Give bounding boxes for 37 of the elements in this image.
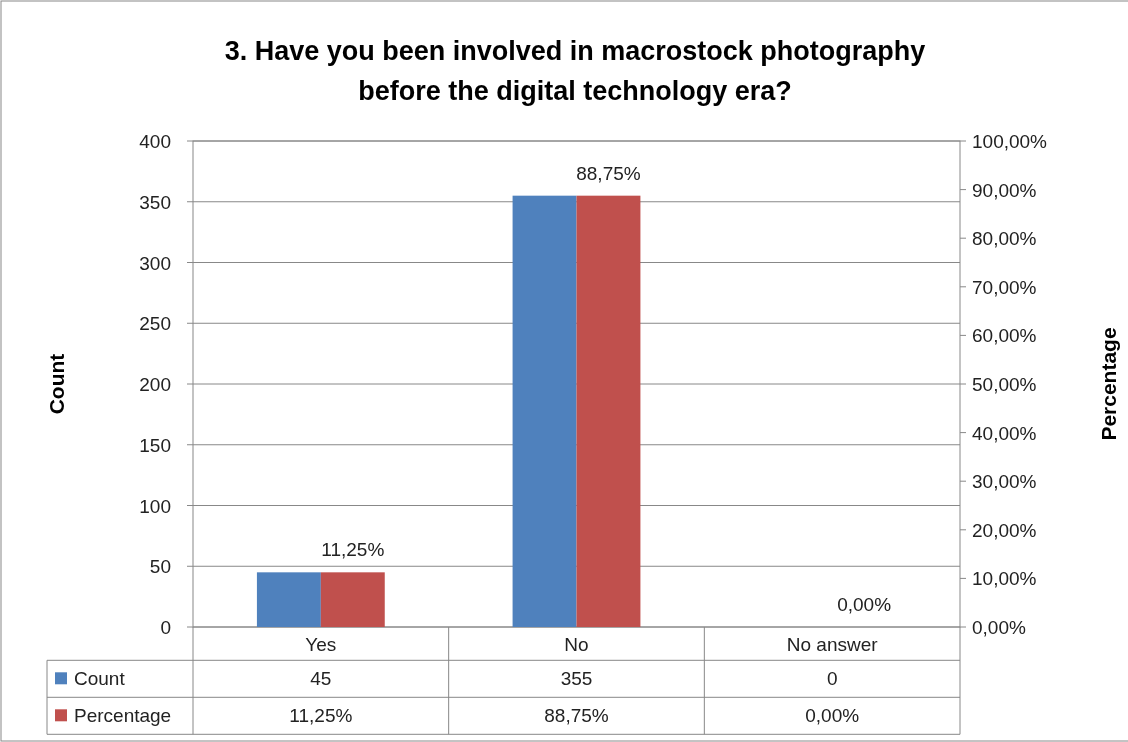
legend-label: Percentage bbox=[74, 705, 172, 727]
data-label: 355 bbox=[560, 668, 593, 690]
legend-label: Count bbox=[74, 668, 126, 690]
y-tick-label: 200 bbox=[139, 374, 171, 395]
data-label: 88,75% bbox=[544, 705, 609, 727]
x-tick-label: No answer bbox=[786, 634, 879, 655]
data-label: 11,25% bbox=[289, 705, 353, 727]
text: 0,00% bbox=[837, 594, 892, 615]
y2-tick-label: 70,00% bbox=[972, 276, 1037, 298]
y-tick-label: 0 bbox=[160, 617, 171, 638]
data-label: 0 bbox=[826, 668, 838, 690]
x-tick-label: No bbox=[564, 634, 589, 655]
y2-tick-label: 30,00% bbox=[972, 471, 1037, 493]
y2-tick-label: 90,00% bbox=[972, 179, 1037, 201]
y-tick-label: 100 bbox=[139, 495, 171, 517]
text: 88,75% bbox=[576, 162, 641, 184]
y-tick-label: 350 bbox=[139, 191, 171, 213]
y-tick-label: 250 bbox=[139, 313, 171, 335]
y-tick-label: 300 bbox=[139, 252, 171, 274]
data-label: 45 bbox=[310, 668, 332, 690]
text: 11,25% bbox=[321, 539, 385, 561]
y2-tick-label: 50,00% bbox=[972, 374, 1037, 395]
y-tick-label: 150 bbox=[139, 434, 171, 456]
y-tick-label: 50 bbox=[149, 556, 171, 578]
y2-tick-label: 40,00% bbox=[972, 422, 1037, 444]
y-tick-label: 400 bbox=[139, 131, 171, 152]
x-tick-label: Yes bbox=[305, 634, 337, 655]
y2-tick-label: 0,00% bbox=[972, 617, 1026, 638]
y2-tick-label: 10,00% bbox=[972, 568, 1037, 590]
data-label: 0,00% bbox=[805, 705, 860, 727]
y2-tick-label: 100,00% bbox=[972, 131, 1048, 152]
y-axis-title: Count bbox=[45, 353, 68, 415]
y2-tick-label: 80,00% bbox=[972, 228, 1037, 250]
y2-tick-label: 20,00% bbox=[972, 519, 1037, 541]
y2-tick-label: 60,00% bbox=[972, 325, 1037, 347]
y2-axis-title: Percentage bbox=[1097, 327, 1120, 441]
chart-title: 3. Have you been involved in macrostock photography before the digital technology era? bbox=[224, 36, 926, 106]
